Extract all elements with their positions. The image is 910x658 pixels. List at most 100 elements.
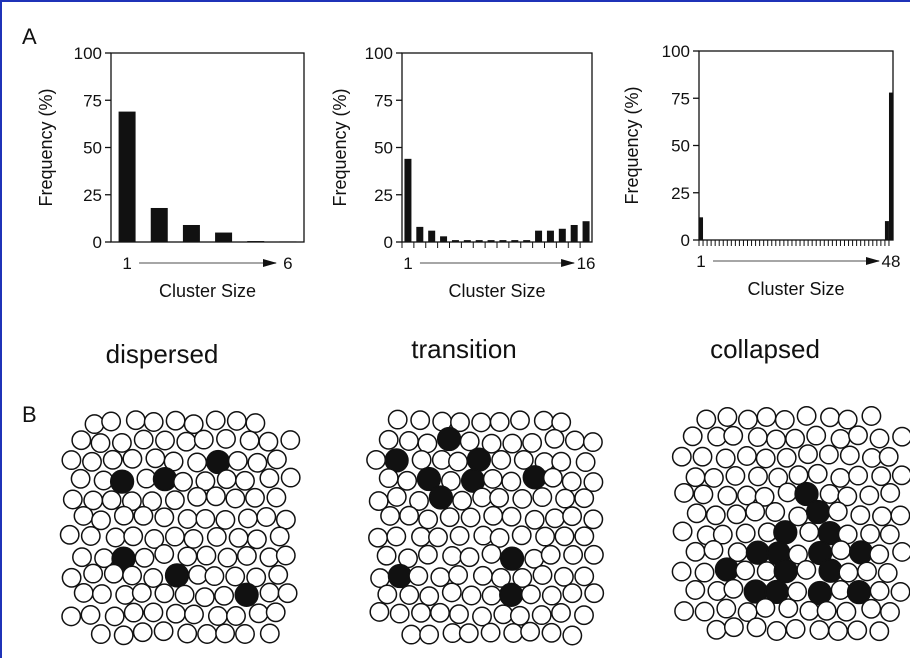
particle <box>215 509 236 530</box>
particle <box>471 412 492 433</box>
particle <box>861 598 882 619</box>
bar <box>570 224 578 242</box>
particle <box>542 467 563 488</box>
particle <box>144 529 165 549</box>
cluster-transition <box>366 409 605 646</box>
particle <box>184 604 204 625</box>
particle <box>806 425 827 446</box>
particle <box>401 624 422 645</box>
particle <box>71 430 92 451</box>
particle <box>193 429 214 450</box>
particle <box>522 432 543 453</box>
particle <box>674 482 695 503</box>
particle <box>103 563 124 584</box>
particle <box>411 526 431 547</box>
particle <box>228 527 249 548</box>
particle <box>183 414 204 435</box>
particle <box>217 547 238 568</box>
particle <box>145 448 166 469</box>
particle <box>266 487 287 508</box>
y-tick-label: 100 <box>662 42 690 61</box>
particle <box>788 465 809 486</box>
bar <box>546 230 554 242</box>
bar <box>699 217 704 240</box>
plot-frame <box>110 52 305 243</box>
bar <box>463 240 471 242</box>
particle <box>799 522 820 542</box>
y-axis-label: Frequency (%) <box>36 88 56 206</box>
particle <box>195 508 216 529</box>
bar <box>182 224 200 242</box>
particle <box>277 583 298 604</box>
particle <box>411 602 431 623</box>
particle <box>501 471 522 492</box>
particle <box>532 487 553 508</box>
particle <box>259 623 280 644</box>
particle <box>399 585 420 605</box>
particle <box>204 566 225 587</box>
particle <box>131 582 152 603</box>
bar <box>888 92 893 240</box>
particle <box>524 509 545 530</box>
particle <box>269 526 290 547</box>
particle <box>575 452 596 473</box>
particle <box>551 451 572 472</box>
particle <box>207 606 228 626</box>
y-tick-label: 75 <box>671 89 690 108</box>
particle <box>259 582 280 603</box>
particle <box>512 488 533 509</box>
particle <box>481 543 502 564</box>
particle <box>111 432 132 453</box>
cluster-collapsed <box>671 405 910 642</box>
particle <box>892 426 910 447</box>
state-label-transition: transition <box>411 334 517 364</box>
particle <box>512 568 533 588</box>
particle <box>226 606 246 626</box>
particle <box>419 586 440 607</box>
particle <box>809 620 830 641</box>
particle <box>104 606 125 627</box>
particle <box>441 582 462 603</box>
particle <box>717 485 738 506</box>
particle <box>133 505 154 526</box>
particle <box>194 587 215 608</box>
particle <box>799 600 820 621</box>
particle <box>766 621 787 641</box>
particle <box>378 468 399 489</box>
particle <box>890 581 910 602</box>
particle <box>574 526 595 547</box>
particle <box>502 433 523 454</box>
particle <box>531 605 552 626</box>
particle <box>410 410 431 431</box>
particle <box>533 410 554 431</box>
particle <box>115 584 136 605</box>
particle <box>439 507 460 528</box>
particle <box>880 602 900 622</box>
particle <box>265 602 286 623</box>
particle <box>481 585 502 606</box>
y-tick-label: 25 <box>374 186 393 205</box>
bar <box>884 221 889 240</box>
y-axis-label: Frequency (%) <box>622 86 642 204</box>
particle <box>82 451 102 472</box>
particle <box>564 430 585 451</box>
particle <box>583 509 604 530</box>
particle <box>798 444 818 465</box>
particle <box>101 411 122 432</box>
particle <box>796 559 817 580</box>
particle <box>472 606 492 627</box>
particle <box>376 545 397 566</box>
particle <box>776 447 797 468</box>
particle <box>450 412 470 433</box>
particle <box>756 407 777 427</box>
particle <box>871 466 892 487</box>
particle <box>101 490 122 511</box>
particle <box>235 470 255 491</box>
bar <box>150 207 168 242</box>
particle <box>91 584 112 605</box>
particle <box>561 471 582 492</box>
particle <box>214 585 235 606</box>
